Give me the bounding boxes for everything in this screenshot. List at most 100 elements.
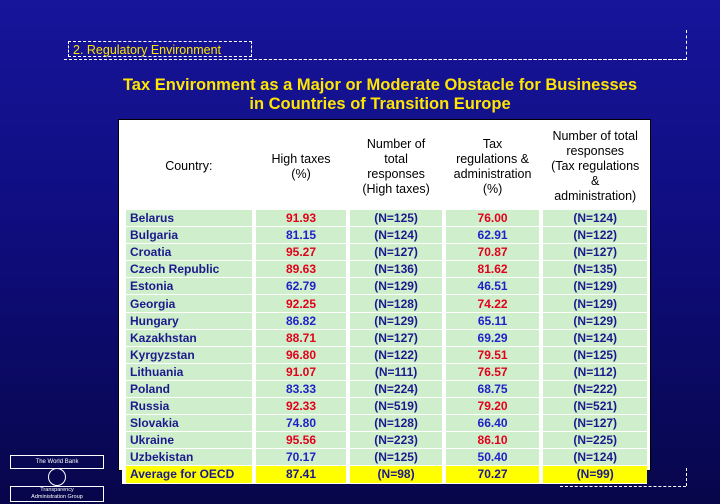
cell-tax-regulations: 68.75 xyxy=(441,380,542,399)
cell-tax-regulations: 79.20 xyxy=(441,397,542,416)
logo-line-2: Administration Group xyxy=(31,494,83,500)
title-line-2: in Countries of Transition Europe xyxy=(249,95,511,113)
cell-responses-regs: (N=225) xyxy=(539,431,647,450)
cell-tax-regulations: 74.22 xyxy=(441,294,542,313)
header-responses-regs-line1: Number of total xyxy=(552,129,638,143)
transparency-logo: Transparency Administration Group xyxy=(10,486,104,502)
header-responses-high-line1: Number of xyxy=(366,136,426,151)
header-responses-regs: Number of total responses (Tax regulatio… xyxy=(539,123,647,210)
cell-responses-regs: (N=127) xyxy=(539,243,647,262)
cell-country: Uzbekistan xyxy=(122,448,254,467)
cell-responses-high: (N=128) xyxy=(346,414,444,433)
cell-responses-high: (N=129) xyxy=(346,277,444,296)
cell-country: Croatia xyxy=(122,243,254,262)
cell-responses-regs: (N=122) xyxy=(539,226,647,245)
cell-responses-high: (N=136) xyxy=(346,260,444,279)
cell-country: Poland xyxy=(122,380,254,399)
cell-high-taxes: 92.25 xyxy=(251,294,349,313)
cell-tax-regulations: 86.10 xyxy=(441,431,542,450)
globe-icon xyxy=(48,468,66,486)
cell-responses-high: (N=129) xyxy=(346,312,444,330)
data-table-container: Country: High taxes (%) Number of total … xyxy=(118,119,651,484)
cell-tax-regulations: 81.62 xyxy=(441,260,542,279)
cell-tax-regulations: 76.00 xyxy=(441,210,542,228)
cell-responses-high: (N=224) xyxy=(346,380,444,399)
cell-responses-regs: (N=521) xyxy=(539,397,647,416)
cell-high-taxes: 74.80 xyxy=(251,414,349,433)
cell-responses-high: (N=124) xyxy=(346,226,444,245)
header-country: Country: xyxy=(122,123,254,210)
table-row: Slovakia 74.80 (N=128) 66.40 (N=127) xyxy=(122,414,647,433)
cell-tax-regulations: 70.87 xyxy=(441,243,542,262)
cell-tax-regulations: 79.51 xyxy=(441,346,542,364)
cell-country: Hungary xyxy=(122,312,254,330)
cell-high-taxes: 95.56 xyxy=(251,431,349,450)
cell-tax-regulations: 62.91 xyxy=(441,226,542,245)
table-row: Croatia 95.27 (N=127) 70.87 (N=127) xyxy=(122,243,647,262)
cell-responses-high: (N=122) xyxy=(346,346,444,364)
logo-line-1: Transparency xyxy=(40,487,74,493)
table-row: Bulgaria 81.15 (N=124) 62.91 (N=122) xyxy=(122,226,647,245)
cell-responses-high: (N=127) xyxy=(346,243,444,262)
cell-responses-regs: (N=125) xyxy=(539,346,647,364)
title-line-1: Tax Environment as a Major or Moderate O… xyxy=(122,76,638,94)
footer-frame xyxy=(686,468,687,486)
cell-responses-regs: (N=124) xyxy=(539,448,647,467)
header-responses-regs-line2: responses xyxy=(566,144,625,158)
cell-tax-regulations: 69.29 xyxy=(441,329,542,347)
table-row: Ukraine 95.56 (N=223) 86.10 (N=225) xyxy=(122,431,647,450)
cell-responses-regs: (N=222) xyxy=(539,380,647,399)
header-responses-high: Number of total responses (High taxes) xyxy=(346,123,444,210)
header-responses-regs-line5: administration) xyxy=(554,189,637,203)
header-tax-regs-line2: regulations & xyxy=(456,151,530,166)
header-high-taxes-line1: High taxes xyxy=(271,151,331,166)
cell-responses-high: (N=127) xyxy=(346,329,444,347)
cell-high-taxes: 62.79 xyxy=(251,277,349,296)
cell-responses-regs: (N=124) xyxy=(539,329,647,347)
header-tax-regs-line1: Tax xyxy=(482,136,503,151)
cell-country: Belarus xyxy=(122,210,254,228)
cell-country: Slovakia xyxy=(122,414,254,433)
header-high-taxes-line2: (%) xyxy=(291,166,311,181)
cell-tax-regulations: 76.57 xyxy=(441,363,542,381)
table-row: Estonia 62.79 (N=129) 46.51 (N=129) xyxy=(122,277,647,296)
cell-responses-regs: (N=129) xyxy=(539,277,647,296)
cell-country: Ukraine xyxy=(122,431,254,450)
table-row: Czech Republic 89.63 (N=136) 81.62 (N=135) xyxy=(122,260,647,279)
table-row: Lithuania 91.07 (N=111) 76.57 (N=112) xyxy=(122,363,647,381)
cell-high-taxes: 86.82 xyxy=(251,312,349,330)
cell-responses-high: (N=125) xyxy=(346,210,444,228)
cell-country: Georgia xyxy=(122,294,254,313)
cell-responses-high: (N=223) xyxy=(346,431,444,450)
cell-country: Kazakhstan xyxy=(122,329,254,347)
cell-responses-high: (N=111) xyxy=(346,363,444,381)
cell-high-taxes: 95.27 xyxy=(251,243,349,262)
cell-country: Average for OECD xyxy=(122,465,254,484)
header-tax-regs-line4: (%) xyxy=(482,181,503,196)
table-row: Poland 83.33 (N=224) 68.75 (N=222) xyxy=(122,380,647,399)
page-title: Tax Environment as a Major or Moderate O… xyxy=(60,76,700,114)
cell-tax-regulations: 50.40 xyxy=(441,448,542,467)
header-tax-regs-line3: administration xyxy=(453,166,532,181)
cell-responses-regs: (N=129) xyxy=(539,294,647,313)
cell-country: Kyrgyzstan xyxy=(122,346,254,364)
table-row: Russia 92.33 (N=519) 79.20 (N=521) xyxy=(122,397,647,416)
section-divider xyxy=(64,59,686,60)
header-tax-regulations: Tax regulations & administration (%) xyxy=(441,123,542,210)
cell-responses-high: (N=125) xyxy=(346,448,444,467)
footer-line xyxy=(560,486,686,487)
cell-high-taxes: 91.07 xyxy=(251,363,349,381)
header-high-taxes: High taxes (%) xyxy=(251,123,349,210)
cell-high-taxes: 88.71 xyxy=(251,329,349,347)
cell-country: Russia xyxy=(122,397,254,416)
cell-tax-regulations: 46.51 xyxy=(441,277,542,296)
cell-responses-regs: (N=112) xyxy=(539,363,647,381)
cell-responses-high: (N=98) xyxy=(346,465,444,484)
cell-responses-regs: (N=135) xyxy=(539,260,647,279)
cell-country: Czech Republic xyxy=(122,260,254,279)
cell-responses-regs: (N=99) xyxy=(539,465,647,484)
cell-tax-regulations: 66.40 xyxy=(441,414,542,433)
table-row: Uzbekistan 70.17 (N=125) 50.40 (N=124) xyxy=(122,448,647,467)
header-responses-high-line3: responses xyxy=(367,166,425,181)
cell-high-taxes: 81.15 xyxy=(251,226,349,245)
